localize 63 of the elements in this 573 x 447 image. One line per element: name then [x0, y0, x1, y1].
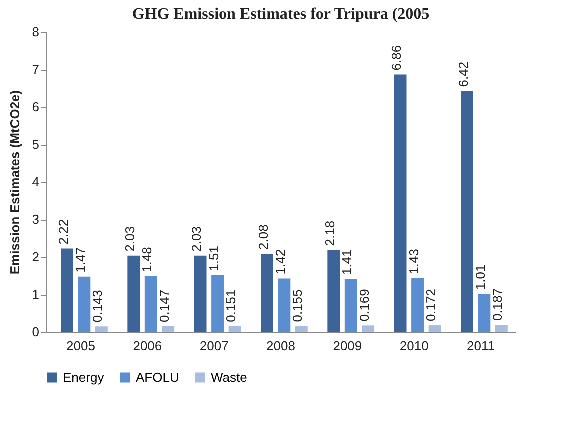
bar	[295, 326, 308, 332]
bar	[278, 278, 291, 332]
chart-title: GHG Emission Estimates for Tripura (2005	[132, 6, 430, 23]
bar	[95, 326, 108, 332]
data-label: 2.22	[56, 219, 71, 245]
bar	[344, 279, 358, 332]
bar	[412, 278, 424, 332]
data-label: 2.03	[122, 226, 138, 252]
bar	[428, 326, 442, 332]
y-tick-label: 4	[32, 174, 40, 190]
bar	[144, 276, 158, 332]
bar	[495, 324, 508, 332]
bar	[61, 248, 74, 332]
data-label: 1.43	[406, 249, 422, 274]
y-tick-label: 5	[32, 137, 40, 152]
x-tick-label: 2008	[266, 338, 296, 354]
data-label: 1.42	[273, 249, 288, 275]
data-label: 0.155	[290, 290, 306, 322]
data-label: 0.151	[224, 290, 239, 322]
bar	[328, 250, 340, 332]
data-label: 6.42	[456, 62, 471, 88]
data-label: 1.48	[140, 247, 155, 272]
data-label: 0.187	[490, 288, 506, 321]
bar	[162, 326, 175, 332]
y-tick-label: 6	[32, 100, 40, 114]
bar	[128, 256, 140, 332]
data-label: 2.18	[322, 220, 338, 246]
y-tick-label: 0	[32, 324, 40, 340]
x-tick-label: 2010	[400, 338, 429, 354]
bar	[194, 256, 207, 332]
x-tick-label: 2007	[200, 338, 229, 354]
data-label: 0.169	[356, 289, 372, 322]
x-tick-label: 2011	[467, 338, 495, 354]
y-tick-label: 1	[32, 287, 40, 302]
data-label: 6.86	[389, 45, 404, 71]
y-tick-label: 3	[32, 212, 40, 227]
bar	[228, 326, 242, 332]
bar	[478, 294, 491, 332]
x-tick-label: 2006	[133, 338, 162, 354]
bar	[261, 254, 274, 332]
bar	[461, 91, 474, 332]
y-tick-label: 7	[32, 62, 40, 77]
y-axis-title: Emission Estimates (MtCO2e)	[7, 90, 22, 275]
data-label: 1.51	[206, 246, 222, 272]
bar	[394, 74, 407, 332]
data-label: 0.143	[90, 290, 106, 323]
data-label: 2.08	[256, 224, 271, 250]
bar	[362, 326, 375, 332]
legend-label: Waste	[211, 370, 248, 385]
data-label: 0.147	[156, 290, 172, 322]
legend-label: Energy	[63, 370, 105, 385]
x-tick-label: 2009	[333, 338, 362, 354]
x-tick-label: 2005	[66, 338, 96, 354]
data-label: 1.01	[473, 264, 488, 290]
data-label: 1.47	[73, 248, 88, 273]
data-label: 0.172	[424, 289, 439, 322]
bar	[212, 275, 224, 332]
data-label: 1.41	[340, 250, 355, 276]
y-tick-label: 8	[32, 24, 40, 40]
y-tick-label: 2	[32, 250, 40, 264]
bar	[78, 276, 91, 332]
legend-label: AFOLU	[136, 370, 180, 385]
data-label: 2.03	[189, 226, 204, 252]
